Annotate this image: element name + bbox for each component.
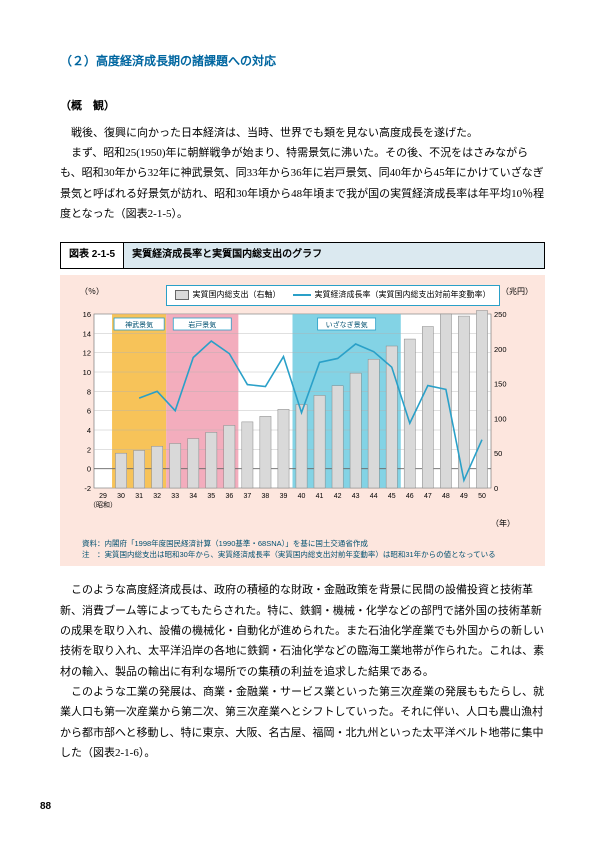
chart-notes: 資料：内閣府「1998年度国民経済計算（1990基準・68SNA）」を基に国土交… (70, 538, 535, 561)
chart: 神武景気岩戸景気いざなぎ景気-2024681012141605010015020… (70, 310, 535, 517)
svg-text:10: 10 (83, 368, 91, 377)
figure-number: 図表 2-1-5 (61, 243, 124, 268)
para-1: 戦後、復興に向かった日本経済は、当時、世界でも類を見ない高度成長を遂げた。 (60, 123, 545, 143)
line-swatch-icon (293, 294, 311, 296)
svg-text:100: 100 (494, 414, 507, 423)
svg-text:39: 39 (280, 493, 288, 500)
svg-text:34: 34 (189, 493, 197, 500)
subsection-title: （概 観） (60, 96, 545, 116)
bar-swatch-icon (175, 290, 189, 300)
svg-text:37: 37 (243, 493, 251, 500)
svg-text:8: 8 (87, 387, 91, 396)
svg-text:16: 16 (83, 310, 91, 319)
legend-line: 実質経済成長率（実質国内総支出対前年変動率） (293, 288, 491, 303)
svg-text:0: 0 (87, 464, 91, 473)
section-title: （２）高度経済成長期の諸課題への対応 (60, 50, 545, 72)
svg-text:12: 12 (83, 348, 91, 357)
para-4: このような工業の発展は、商業・金融業・サービス業といった第三次産業の発展ももたら… (60, 682, 545, 763)
x-axis-label: （年） (70, 517, 535, 532)
svg-text:43: 43 (352, 493, 360, 500)
svg-text:38: 38 (262, 493, 270, 500)
para-3: このような高度経済成長は、政府の積極的な財政・金融政策を背景に民間の設備投資と技… (60, 580, 545, 682)
svg-text:岩戸景気: 岩戸景気 (188, 320, 216, 329)
svg-text:48: 48 (442, 493, 450, 500)
svg-text:4: 4 (87, 426, 91, 435)
svg-text:49: 49 (460, 493, 468, 500)
svg-text:6: 6 (87, 406, 91, 415)
notes-source: 資料：内閣府「1998年度国民経済計算（1990基準・68SNA）」を基に国土交… (82, 538, 535, 549)
svg-text:-2: -2 (84, 484, 91, 493)
svg-text:35: 35 (207, 493, 215, 500)
legend-bar: 実質国内総支出（右軸） (175, 288, 281, 303)
chart-panel: （％） 実質国内総支出（右軸） 実質経済成長率（実質国内総支出対前年変動率） （… (60, 275, 545, 566)
page-number: 88 (40, 798, 51, 817)
svg-text:44: 44 (370, 493, 378, 500)
svg-text:32: 32 (153, 493, 161, 500)
y-right-unit: （兆円） (501, 285, 533, 310)
chart-legend: 実質国内総支出（右軸） 実質経済成長率（実質国内総支出対前年変動率） (166, 285, 500, 306)
svg-text:200: 200 (494, 344, 507, 353)
svg-text:150: 150 (494, 379, 507, 388)
svg-text:2: 2 (87, 445, 91, 454)
svg-text:29: 29 (99, 493, 107, 500)
legend-bar-label: 実質国内総支出（右軸） (193, 288, 281, 303)
notes-note: 注 ：実質国内総支出は昭和30年から、実質経済成長率（実質国内総支出対前年変動率… (82, 549, 535, 560)
svg-text:14: 14 (83, 329, 91, 338)
svg-text:45: 45 (388, 493, 396, 500)
svg-text:いざなぎ景気: いざなぎ景気 (326, 320, 368, 329)
svg-text:（昭和）: （昭和） (89, 500, 117, 509)
svg-text:40: 40 (298, 493, 306, 500)
svg-text:50: 50 (478, 493, 486, 500)
para-2: まず、昭和25(1950)年に朝鮮戦争が始まり、特需景気に沸いた。その後、不況を… (60, 143, 545, 224)
svg-text:50: 50 (494, 449, 502, 458)
svg-text:46: 46 (406, 493, 414, 500)
svg-text:47: 47 (424, 493, 432, 500)
legend-line-label: 実質経済成長率（実質国内総支出対前年変動率） (315, 288, 491, 303)
svg-text:36: 36 (225, 493, 233, 500)
svg-text:250: 250 (494, 310, 507, 319)
svg-text:31: 31 (135, 493, 143, 500)
svg-text:0: 0 (494, 484, 498, 493)
svg-text:30: 30 (117, 493, 125, 500)
figure-header: 図表 2-1-5 実質経済成長率と実質国内総支出のグラフ (60, 242, 545, 269)
svg-text:神武景気: 神武景気 (125, 320, 153, 329)
svg-text:33: 33 (171, 493, 179, 500)
y-left-unit: （％） (80, 285, 104, 310)
svg-text:41: 41 (316, 493, 324, 500)
figure-title: 実質経済成長率と実質国内総支出のグラフ (124, 243, 544, 268)
svg-text:42: 42 (334, 493, 342, 500)
